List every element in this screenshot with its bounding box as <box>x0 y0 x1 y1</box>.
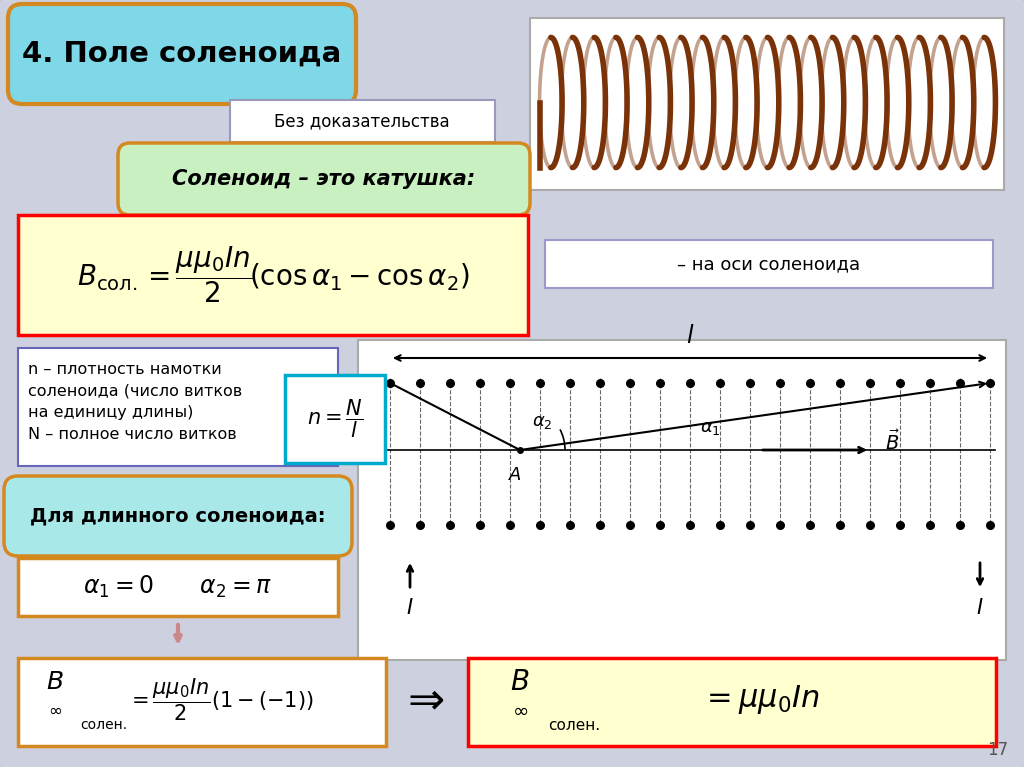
Text: – на оси соленоида: – на оси соленоида <box>678 255 860 273</box>
Bar <box>18 348 338 466</box>
Bar <box>545 240 993 288</box>
Text: $B_{\mathsf{сол.}} = \dfrac{\mu\mu_0 In}{2}\!\left(\cos\alpha_1 - \cos\alpha_2\r: $B_{\mathsf{сол.}} = \dfrac{\mu\mu_0 In}… <box>77 245 469 305</box>
FancyBboxPatch shape <box>118 143 530 215</box>
Bar <box>230 100 495 142</box>
Text: Соленоид – это катушка:: Соленоид – это катушка: <box>172 169 475 189</box>
Text: Для длинного соленоида:: Для длинного соленоида: <box>31 506 326 525</box>
Text: $\infty$: $\infty$ <box>48 701 62 719</box>
Text: $A$: $A$ <box>508 466 522 484</box>
Bar <box>18 215 528 335</box>
Text: $n = \dfrac{N}{l}$: $n = \dfrac{N}{l}$ <box>307 398 364 440</box>
Text: $B$: $B$ <box>510 668 529 696</box>
Text: 17: 17 <box>987 741 1008 759</box>
Text: n – плотность намотки
соленоида (число витков
на единицу длины)
N – полное число: n – плотность намотки соленоида (число в… <box>28 362 243 442</box>
Bar <box>285 375 385 463</box>
Text: $I$: $I$ <box>976 598 984 618</box>
Text: солен.: солен. <box>548 717 600 732</box>
Text: $= \dfrac{\mu\mu_0 In}{2}(1-(-1))$: $= \dfrac{\mu\mu_0 In}{2}(1-(-1))$ <box>127 676 313 723</box>
Bar <box>18 558 338 616</box>
Text: $\alpha_2$: $\alpha_2$ <box>532 413 553 431</box>
Bar <box>530 18 1004 190</box>
Text: $B$: $B$ <box>46 670 63 694</box>
Text: Без доказательства: Без доказательства <box>274 112 450 130</box>
Text: солен.: солен. <box>80 718 127 732</box>
Text: $\vec{B}$: $\vec{B}$ <box>885 430 900 454</box>
FancyBboxPatch shape <box>4 476 352 556</box>
Text: 4. Поле соленоида: 4. Поле соленоида <box>23 40 342 68</box>
Text: $l$: $l$ <box>686 324 694 348</box>
Text: $\infty$: $\infty$ <box>512 700 528 719</box>
Text: $\alpha_1$: $\alpha_1$ <box>700 419 721 437</box>
Text: $\Rightarrow$: $\Rightarrow$ <box>399 679 444 722</box>
Bar <box>18 658 386 746</box>
Text: $I$: $I$ <box>407 598 414 618</box>
Text: $\alpha_1 = 0 \qquad \alpha_2 = \pi$: $\alpha_1 = 0 \qquad \alpha_2 = \pi$ <box>83 574 272 600</box>
Text: $= \mu\mu_0 In$: $= \mu\mu_0 In$ <box>700 683 819 716</box>
Bar <box>358 340 1006 660</box>
Bar <box>468 658 996 746</box>
FancyBboxPatch shape <box>8 4 356 104</box>
